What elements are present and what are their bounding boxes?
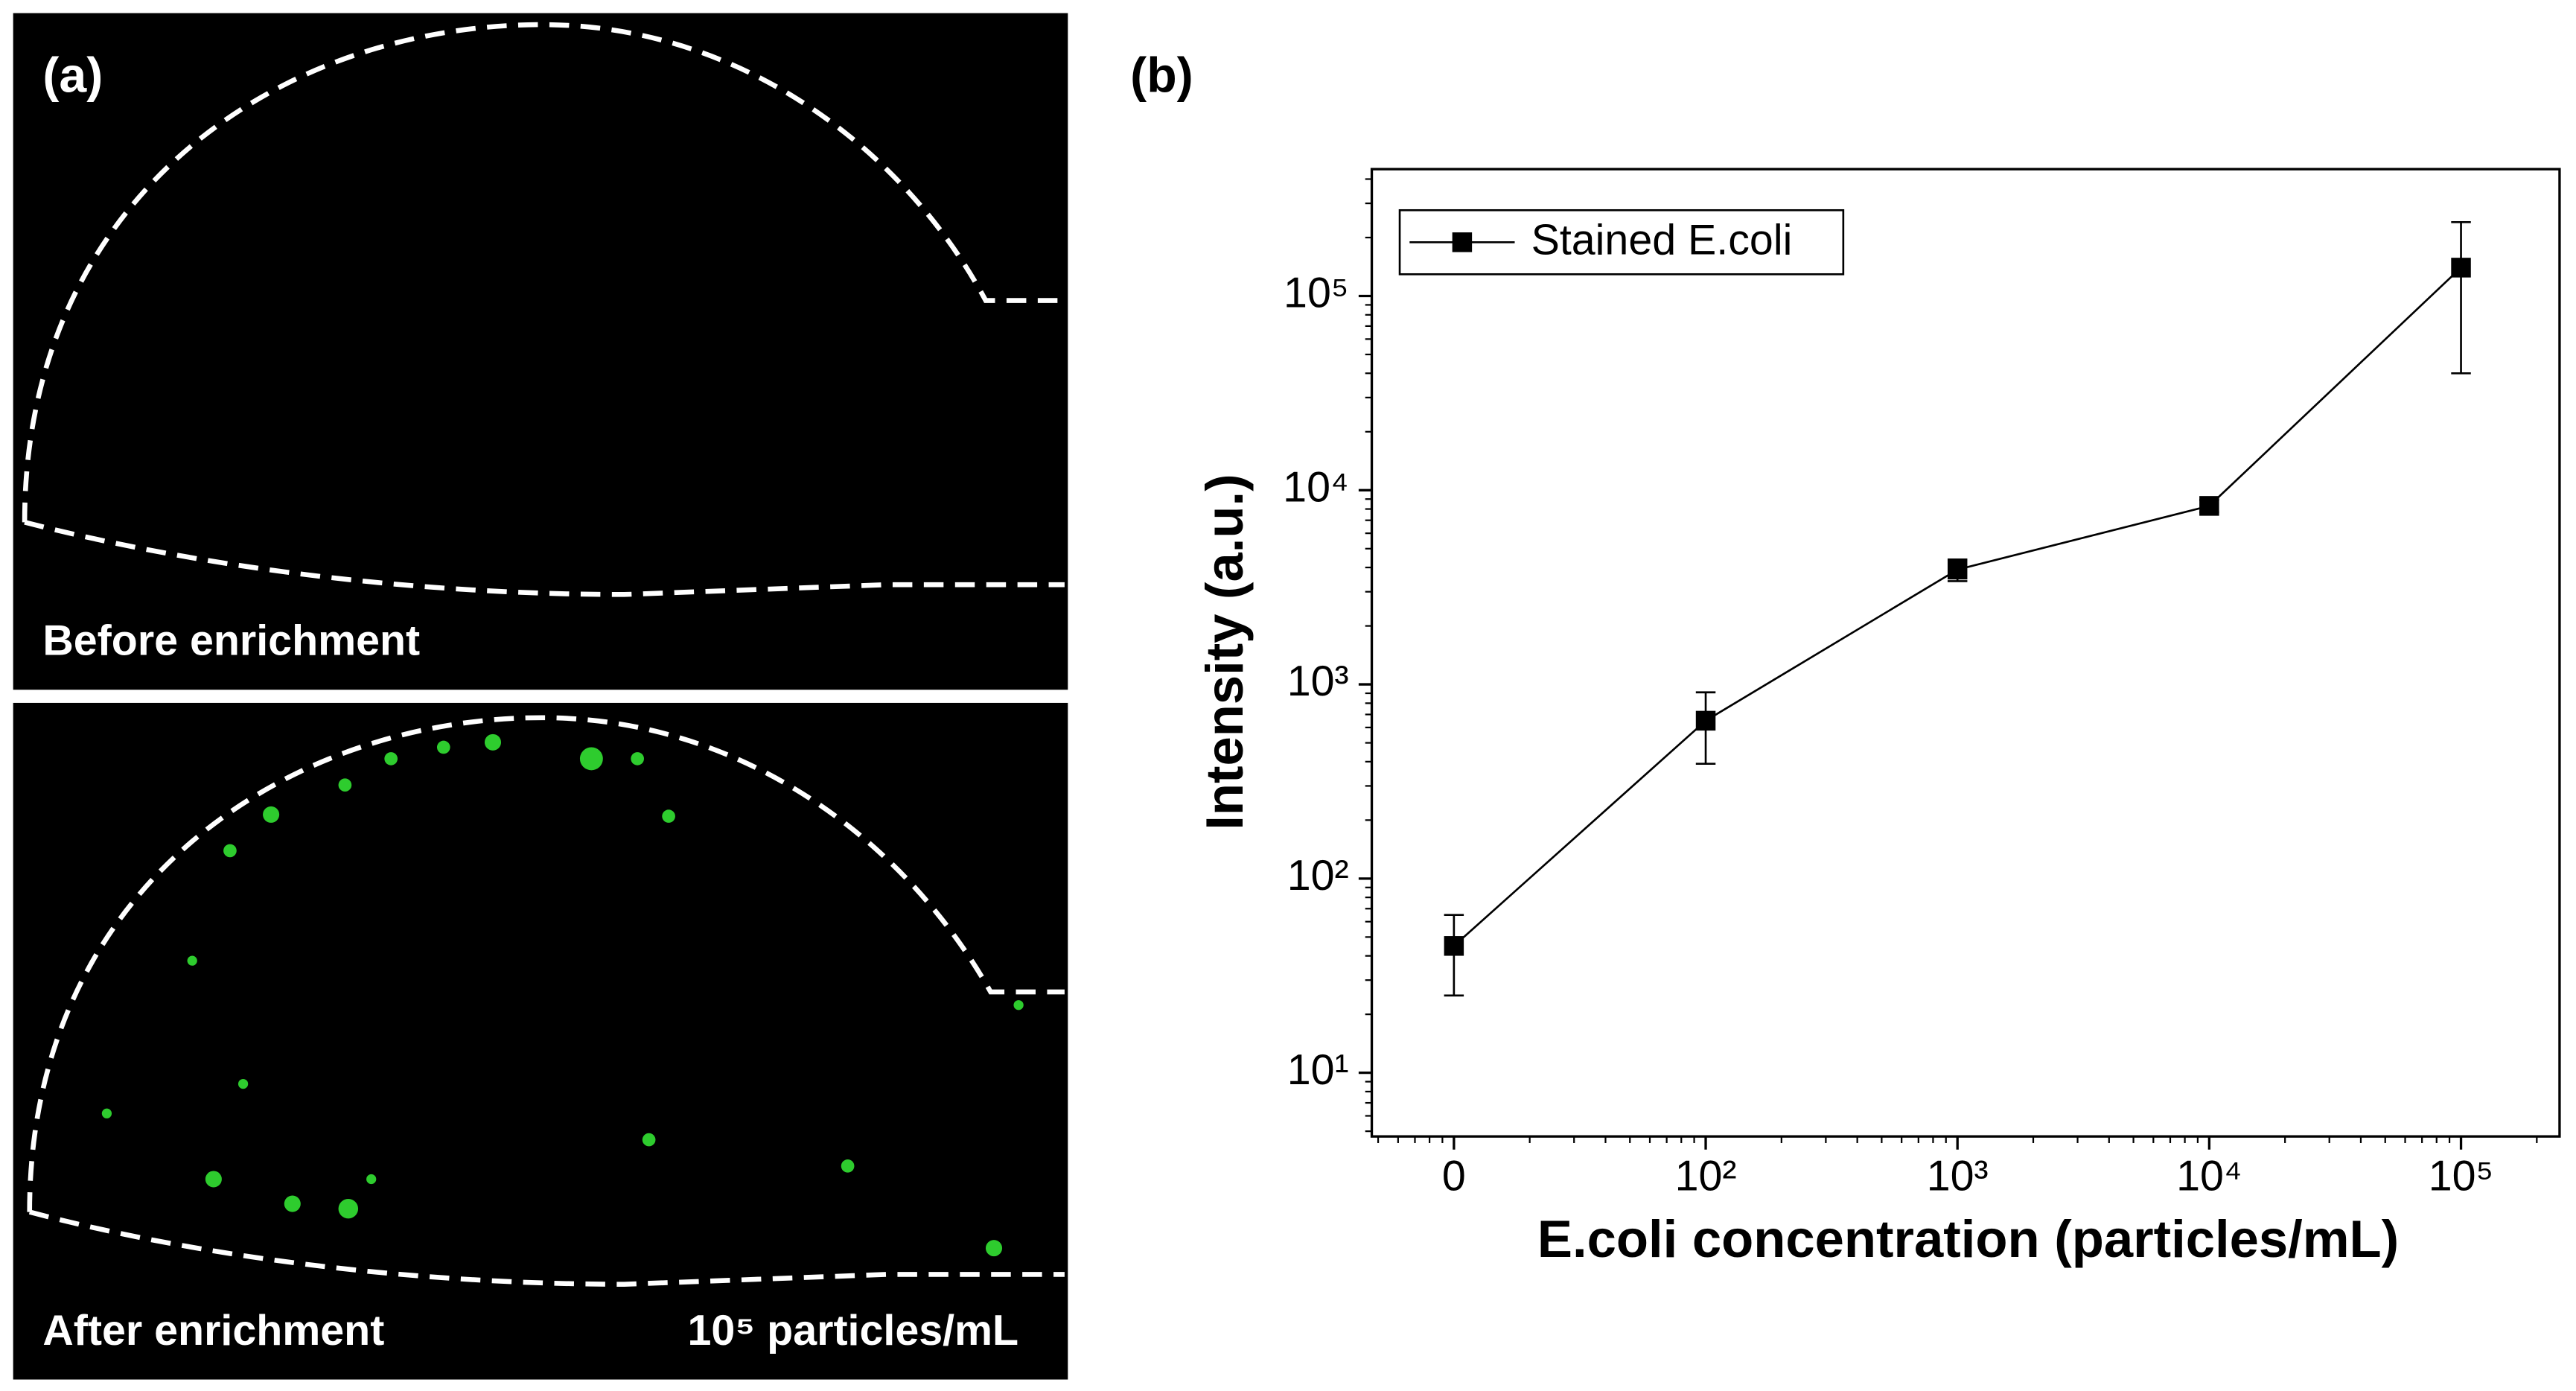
marker: [2451, 258, 2471, 278]
x-axis-label: E.coli concentration (particles/mL): [1537, 1209, 2399, 1268]
y-tick-label: 10¹: [1287, 1046, 1349, 1094]
caption: After enrichment: [42, 1307, 384, 1355]
y-tick-label: 10⁵: [1284, 270, 1349, 317]
micrograph-bottom: [13, 702, 1068, 1380]
bacteria-spots: [101, 733, 1024, 1257]
y-tick-label: 10³: [1287, 658, 1349, 705]
x-tick-label: 10⁴: [2176, 1153, 2242, 1200]
series-line: [1453, 267, 2462, 947]
marker: [1444, 936, 1464, 956]
legend-marker: [1452, 232, 1473, 252]
caption-note: 10⁵ particles/mL: [688, 1307, 1019, 1355]
marker: [1947, 559, 1968, 580]
marker: [2199, 496, 2219, 516]
x-tick-label: 10³: [1927, 1153, 1989, 1200]
legend-label: Stained E.coli: [1531, 217, 1793, 264]
y-tick-label: 10⁴: [1283, 463, 1348, 511]
plot-frame: [1370, 168, 2561, 1138]
chamber-outline: [27, 715, 1065, 1287]
micrograph-panel: (a) Before enrichment After enrichment 1…: [13, 13, 1068, 1380]
x-tick-label: 0: [1442, 1153, 1466, 1200]
error-bar: [2451, 221, 2471, 375]
y-tick-label: 10²: [1287, 852, 1349, 900]
y-axis-label: Intensity (a.u.): [1195, 474, 1254, 830]
panel-label: (a): [42, 48, 103, 103]
x-tick-label: 10²: [1675, 1153, 1737, 1200]
caption: Before enrichment: [42, 617, 420, 665]
panel-label: (b): [1130, 48, 1193, 103]
micrograph-top: [13, 13, 1068, 690]
x-tick-label: 10⁵: [2429, 1153, 2494, 1200]
chamber-outline: [22, 22, 1065, 597]
marker: [1695, 710, 1716, 731]
